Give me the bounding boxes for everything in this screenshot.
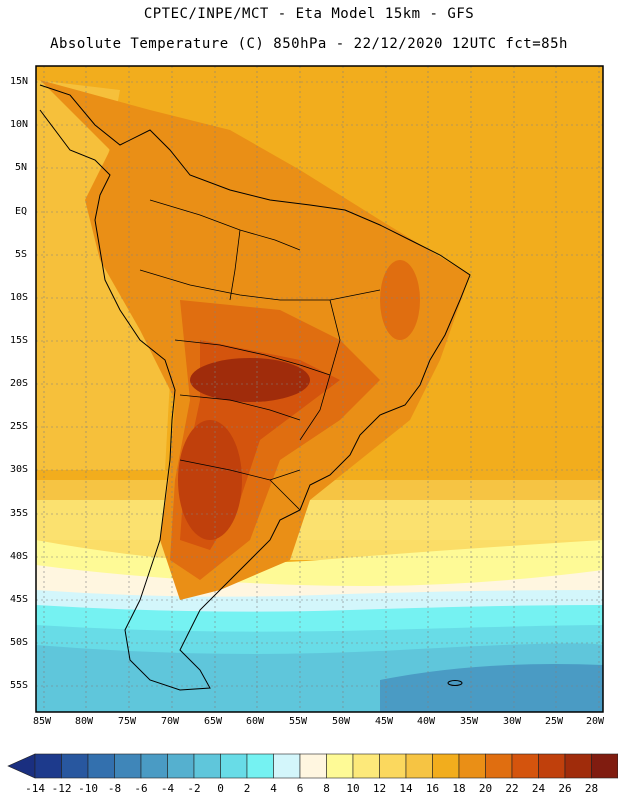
colorbar-label: 2 — [243, 782, 251, 795]
colorbar-swatch — [34, 753, 62, 779]
colorbar-swatch — [564, 753, 592, 779]
colorbar-min-arrow — [7, 753, 36, 779]
lon-label-50w: 50W — [332, 716, 351, 727]
lat-label-55s: 55S — [10, 680, 29, 691]
colorbar-label: 12 — [372, 782, 387, 795]
colorbar-label: -2 — [187, 782, 201, 795]
lat-label-10n: 10N — [10, 119, 29, 130]
falkland-islands — [447, 680, 463, 686]
colorbar-swatch — [61, 753, 89, 779]
lon-label-20w: 20W — [586, 716, 605, 727]
lat-label-20s: 20S — [10, 378, 29, 389]
lat-label-35s: 35S — [10, 508, 29, 519]
colorbar-swatch — [511, 753, 539, 779]
map-field — [36, 66, 603, 712]
lon-label-45w: 45W — [375, 716, 394, 727]
lat-label-50s: 50S — [10, 637, 29, 648]
colorbar-swatch — [538, 753, 566, 779]
colorbar-label: -6 — [134, 782, 148, 795]
colorbar-label: 6 — [296, 782, 304, 795]
title-line-1: CPTEC/INPE/MCT - Eta Model 15km - GFS — [143, 6, 475, 22]
colorbar-swatch — [167, 753, 195, 779]
colorbar-label: -4 — [160, 782, 175, 795]
colorbar-swatch — [246, 753, 274, 779]
pacific-field — [36, 80, 170, 470]
lon-label-70w: 70W — [161, 716, 180, 727]
lat-label-40s: 40S — [10, 551, 29, 562]
colorbar-swatch — [273, 753, 301, 779]
colorbar-label: 10 — [346, 782, 360, 795]
colorbar-label: 14 — [399, 782, 413, 795]
lon-label-25w: 25W — [545, 716, 564, 727]
lon-label-65w: 65W — [204, 716, 223, 727]
lon-label-60w: 60W — [246, 716, 265, 727]
colorbar-swatch — [458, 753, 486, 779]
lon-label-55w: 55W — [289, 716, 308, 727]
lon-label-30w: 30W — [503, 716, 522, 727]
lat-label-45s: 45S — [10, 594, 29, 605]
lat-label-15s: 15S — [10, 335, 29, 346]
lat-label-30s: 30S — [10, 464, 29, 475]
colorbar-swatch — [114, 753, 142, 779]
colorbar-label: 24 — [531, 782, 546, 795]
colorbar-label: 22 — [505, 782, 519, 795]
lon-label-85w: 85W — [33, 716, 52, 727]
lat-label-25s: 25S — [10, 421, 29, 432]
hot-spot-south — [178, 420, 242, 540]
band-m6 — [380, 664, 603, 712]
colorbar-label: 20 — [478, 782, 493, 795]
colorbar-label: -8 — [107, 782, 122, 795]
lat-label-10s: 10S — [10, 292, 29, 303]
colorbar-swatch — [352, 753, 380, 779]
colorbar-swatch — [220, 753, 248, 779]
colorbar-label: -10 — [78, 782, 98, 795]
colorbar-label: -12 — [51, 782, 72, 795]
lat-label-eq: EQ — [15, 206, 28, 217]
title-line-2: Absolute Temperature (C) 850hPa - 22/12/… — [50, 36, 568, 52]
colorbar-swatch — [193, 753, 221, 779]
hot-spot-north — [190, 358, 310, 402]
lon-label-40w: 40W — [417, 716, 436, 727]
colorbar-swatch — [87, 753, 115, 779]
colorbar-swatch — [299, 753, 327, 779]
colorbar — [7, 753, 618, 779]
coastline — [39, 84, 471, 691]
lon-label-80w: 80W — [75, 716, 94, 727]
colorbar-label: -14 — [25, 782, 45, 795]
colorbar-label: 18 — [452, 782, 466, 795]
map-frame — [35, 65, 604, 713]
colorbar-swatch — [379, 753, 407, 779]
colorbar-swatch — [405, 753, 433, 779]
hot-spot-east — [380, 260, 420, 340]
colorbar-swatch — [432, 753, 460, 779]
colorbar-label: 26 — [558, 782, 572, 795]
lat-label-5s: 5S — [15, 249, 28, 260]
colorbar-label: 16 — [425, 782, 440, 795]
colorbar-label: 4 — [270, 782, 277, 795]
lat-label-15n: 15N — [10, 76, 29, 87]
colorbar-swatch — [591, 753, 618, 779]
colorbar-label: 28 — [584, 782, 599, 795]
colorbar-swatch — [140, 753, 168, 779]
colorbar-label: 8 — [323, 782, 330, 795]
lon-label-35w: 35W — [460, 716, 479, 727]
colorbar-label: 0 — [217, 782, 224, 795]
colorbar-swatch — [485, 753, 513, 779]
lon-label-75w: 75W — [118, 716, 137, 727]
colorbar-swatch — [326, 753, 354, 779]
lat-label-5n: 5N — [15, 162, 28, 173]
country-borders — [139, 199, 381, 511]
